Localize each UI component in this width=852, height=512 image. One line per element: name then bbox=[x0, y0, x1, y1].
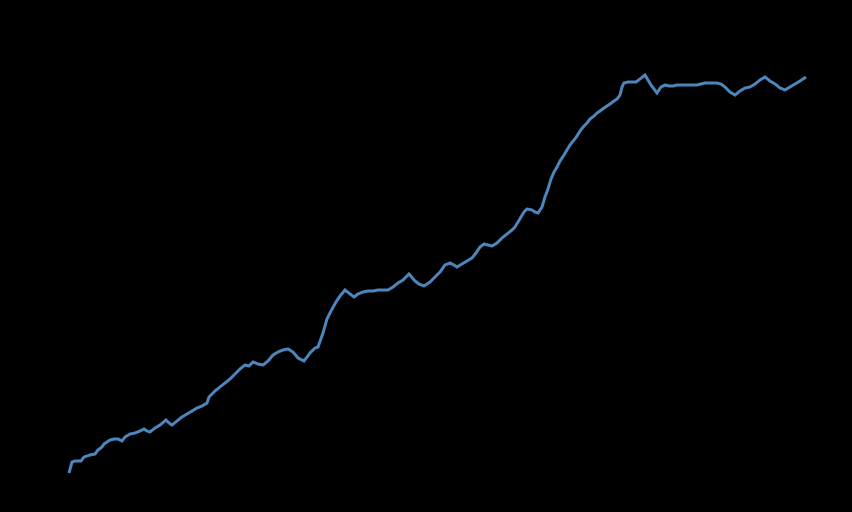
data-line bbox=[67, 72, 807, 474]
